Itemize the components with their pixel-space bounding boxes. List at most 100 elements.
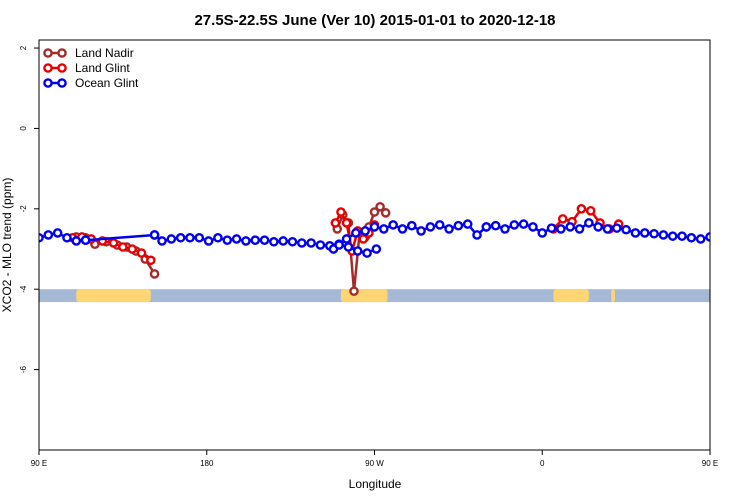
ocean-glint-point [222,235,233,245]
land-span [76,289,151,303]
ocean-glint-point [537,228,548,238]
land-glint-point [118,242,128,252]
legend-label: Land Glint [75,61,130,75]
ocean-glint-point [602,224,613,234]
ocean-glint-point [269,236,279,247]
x-axis-label: Longitude [349,477,402,491]
ocean-glint-point [315,240,326,250]
ocean-glint-point [462,219,473,229]
chart-title: 27.5S-22.5S June (Ver 10) 2015-01-01 to … [194,12,555,29]
ocean-glint-point [528,222,538,232]
ocean-glint-point [278,236,288,246]
ocean-glint-point [52,228,63,238]
land-span [553,289,589,303]
ocean-glint-point [518,219,529,229]
ocean-glint-point [341,234,352,244]
y-tick-label: 2 [19,45,28,50]
ocean-glint-point [686,232,697,243]
ocean-glint-point [444,224,454,234]
ocean-glint-point [343,242,354,252]
land-nadir-point [375,202,385,212]
legend-item-land-glint: Land Glint [43,61,130,75]
ocean-glint-point [630,228,641,238]
ocean-glint-point [584,218,594,228]
land-glint-point [576,204,587,214]
ocean-glint-point [593,222,603,232]
ocean-glint-point [667,231,678,241]
ocean-glint-point [425,222,436,232]
legend-item-ocean-glint: Ocean Glint [43,76,139,90]
land-glint-point [146,255,156,266]
x-tick-label: 0 [540,459,545,468]
ocean-glint-point [213,232,223,243]
ocean-glint-point [677,231,687,241]
ocean-glint-point [80,235,91,245]
ocean-glint-point [166,234,177,244]
land-nadir-point [349,286,359,297]
land-glint-point [341,218,352,228]
ocean-glint-point [509,220,520,230]
ocean-glint-point [406,220,417,231]
ocean-glint-point [379,224,389,234]
legend-swatch-marker [43,78,53,88]
land-glint-point [585,206,596,216]
land-glint-point [127,244,137,254]
ocean-glint-point [658,230,669,240]
ocean-glint-point [744,237,750,244]
ocean-glint-point [397,224,408,234]
ocean-glint-point [175,232,186,243]
legend-swatch-marker [57,78,67,88]
ocean-glint-point [334,240,344,250]
ocean-glint-point [546,223,557,233]
ocean-glint-point [287,236,298,247]
ocean-glint-point [725,229,732,236]
ocean-glint-point [565,222,576,232]
ocean-glint-point [612,223,622,233]
ocean-glint-point [369,222,380,232]
ocean-glint-point [705,232,710,242]
ocean-glint-point [43,230,54,240]
ocean-glint-point [574,224,585,234]
ocean-glint-point [434,220,445,230]
legend-swatch-marker [57,63,67,73]
ocean-glint-point [416,226,426,236]
y-axis: 2 0 -2 -4 -6 [19,45,39,373]
y-axis-label: XCO2 - MLO trend (ppm) [0,178,14,313]
series-layer [39,202,750,297]
ocean-glint-point [490,220,501,231]
ocean-glint-point [362,248,372,258]
ocean-glint-point [388,220,398,230]
legend-label: Land Nadir [75,46,134,60]
ocean-glint-point [556,224,566,234]
x-axis: 90 E 180 90 W 0 90 E [31,450,718,468]
legend-label: Ocean Glint [75,76,139,90]
land-nadir-point [380,208,391,218]
y-tick-label: 0 [19,126,28,131]
land-span [340,289,388,303]
ocean-glint-point [481,222,492,232]
land-glint-point [557,214,568,224]
x-tick-label: 180 [200,459,214,468]
y-tick-label: -6 [19,366,28,374]
land-nadir-point [369,207,380,217]
ocean-glint-point [241,236,251,246]
legend-swatch-marker [57,48,67,58]
legend-swatch-marker [43,48,53,58]
ocean-glint-point [472,230,482,240]
ocean-glint-point [185,232,195,243]
ocean-glint-line [85,233,155,242]
land-span [611,289,615,303]
ocean-glint-point [352,246,363,256]
ocean-glint-point [453,220,464,231]
land-nadir-point [149,269,160,279]
land-glint-point [336,207,346,217]
land-glint-point [136,248,147,258]
ocean-glint-point [259,235,270,245]
land-glint-point [330,218,341,228]
land-glint-point [358,234,369,244]
x-tick-label: 90 W [365,459,384,468]
ocean-glint-point [231,234,242,244]
land-glint-point [108,238,119,248]
ocean-glint-point [649,228,659,239]
